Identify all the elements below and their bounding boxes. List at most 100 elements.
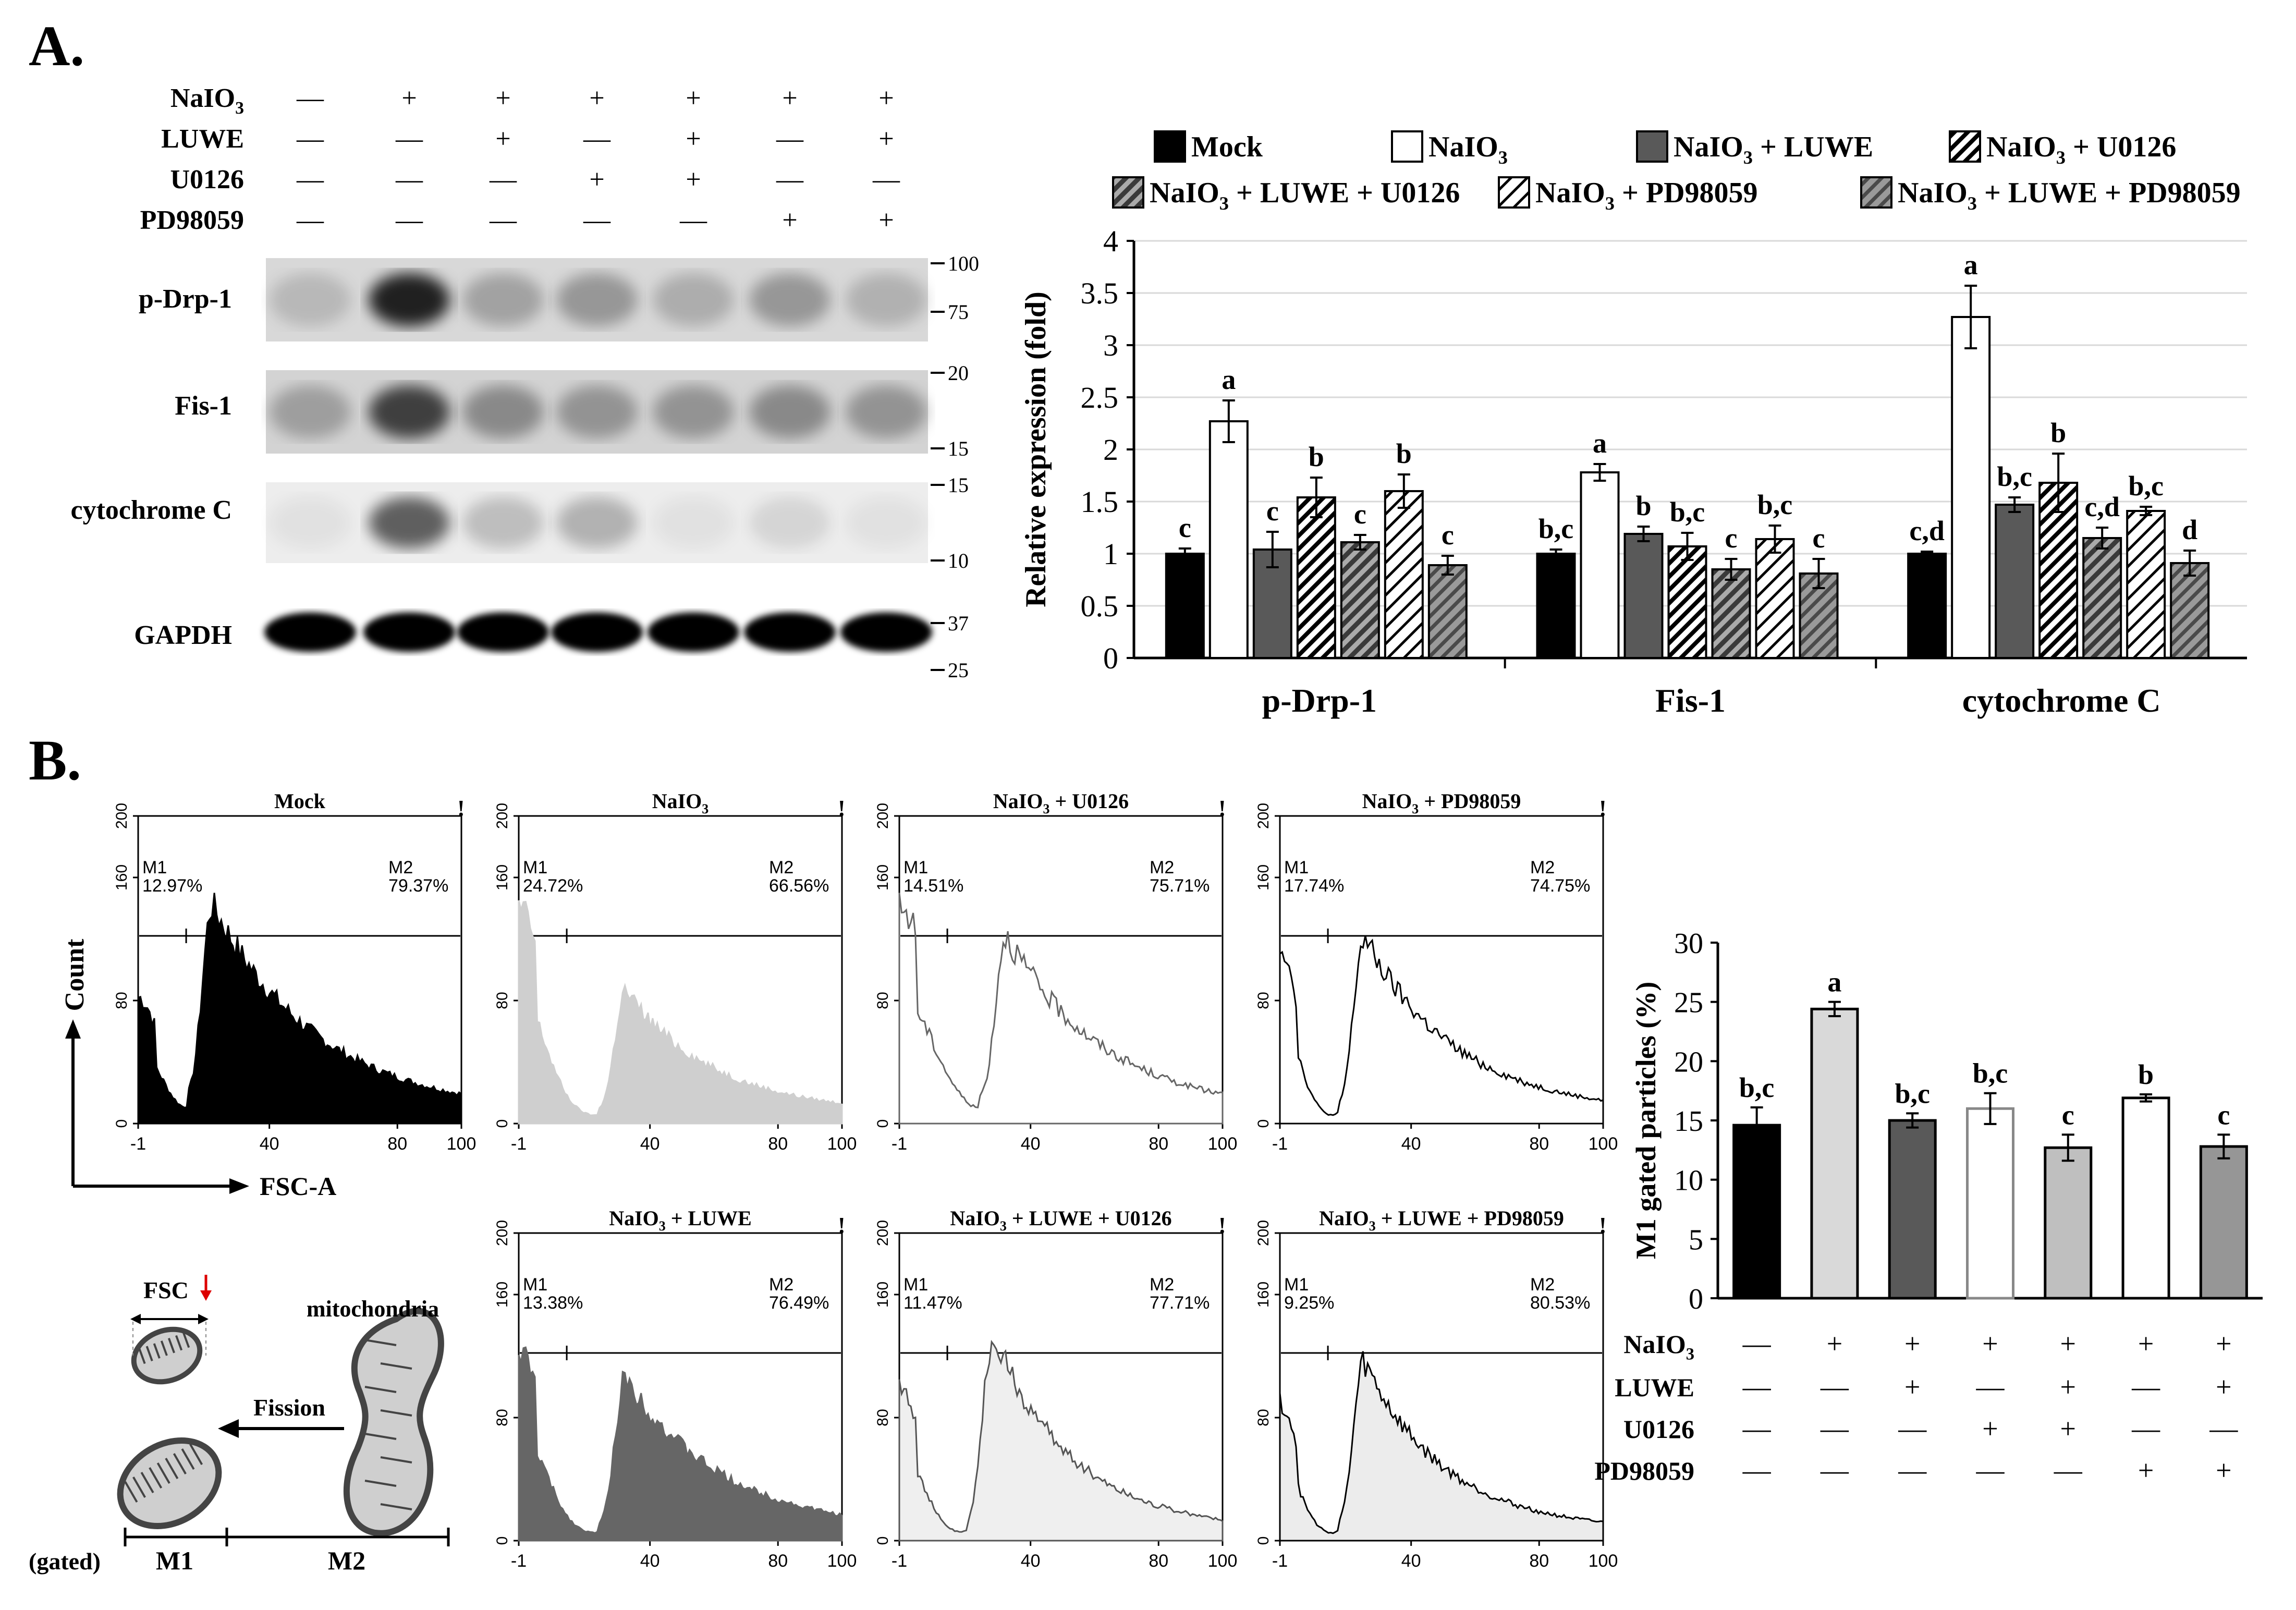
- y-tick-label: 20: [1674, 1046, 1703, 1078]
- histogram-title: Mock: [274, 789, 326, 813]
- hist-x-tick-label: 80: [1529, 1134, 1549, 1154]
- label-base: NaIO: [1674, 131, 1743, 163]
- label-after: + PD98059: [1615, 177, 1758, 209]
- gated-label: (gated): [29, 1548, 101, 1575]
- chart-relative-expression: 0 0.5 1 1.5 2 2.5 3 3.5 4 Relative expression (fo…: [1020, 130, 2247, 719]
- treatment-sign: —: [1898, 1455, 1927, 1486]
- legend-label: NaIO3 + LUWE: [1674, 131, 1873, 168]
- hist-x-tick-label: 40: [260, 1134, 279, 1154]
- significance-letter: b: [1396, 438, 1412, 469]
- y-tick-label: 0.5: [1081, 589, 1119, 623]
- hist-y-tick-label: 200: [1255, 1220, 1272, 1246]
- histogram: NaIO3 + PD98059 ! 0 80 160 200 -1 40 80 100 M117.7…: [1255, 789, 1618, 1154]
- gate-m2-value: 76.49%: [769, 1293, 829, 1313]
- treatment-sign: +: [2060, 1328, 2076, 1359]
- treatment-sign: +: [878, 124, 894, 154]
- treatment-name: PD98059: [1594, 1456, 1694, 1485]
- marker-label: 100: [948, 252, 979, 275]
- treatment-sign: —: [2131, 1413, 2160, 1444]
- x-category-label: p-Drp-1: [1262, 682, 1377, 719]
- label-base: U0126: [1623, 1414, 1694, 1444]
- treatment-sign: +: [589, 83, 604, 113]
- bar: [1755, 538, 1795, 659]
- hist-x-tick-label: 80: [768, 1134, 788, 1154]
- label-subscript: 3: [2056, 147, 2066, 168]
- bar: [1995, 504, 2035, 659]
- crista: [364, 1386, 397, 1393]
- label-base: NaIO: [1535, 177, 1605, 209]
- bar: [1536, 553, 1576, 659]
- histogram-flag: !: [1599, 796, 1607, 821]
- blot-band: [749, 273, 831, 327]
- hist-y-tick-label: 0: [1255, 1119, 1272, 1128]
- treatment-sign: —: [679, 205, 707, 235]
- label-subscript: 3: [1369, 1218, 1376, 1234]
- significance-letter: d: [2182, 514, 2197, 545]
- treatment-sign: —: [1898, 1413, 1927, 1444]
- hist-y-tick-label: 0: [494, 1536, 511, 1545]
- treatment-sign: +: [1904, 1328, 1920, 1359]
- blot-band: [556, 385, 638, 439]
- gate-m1-label: M1: [903, 858, 928, 877]
- label-base: LUWE: [1615, 1373, 1694, 1402]
- significance-letter: c: [2217, 1099, 2230, 1130]
- histogram: NaIO3 + LUWE + PD98059 ! 0 80 160 200 -1 40 80 10…: [1255, 1206, 1618, 1571]
- marker-label: 15: [948, 437, 969, 460]
- bar: [1907, 553, 1947, 659]
- bar: [2082, 537, 2122, 659]
- treatment-sign: —: [296, 83, 324, 113]
- hist-y-tick-label: 160: [874, 1282, 891, 1308]
- hist-x-tick-label: -1: [511, 1134, 527, 1154]
- treatment-sign: —: [1820, 1413, 1849, 1444]
- bar: [1951, 316, 1991, 659]
- blot-band: [363, 612, 455, 652]
- hist-x-tick-label: 80: [1149, 1134, 1168, 1154]
- bar: [1340, 541, 1380, 659]
- blot-band: [556, 496, 638, 549]
- bar: [2044, 1146, 2093, 1300]
- histogram-title: NaIO3 + U0126: [993, 789, 1129, 816]
- significance-letter: b,c: [1895, 1078, 1930, 1109]
- crista: [189, 1444, 203, 1465]
- bar: [1296, 496, 1336, 659]
- gate-m1-value: 14.51%: [903, 876, 963, 896]
- hist-y-tick-label: 80: [874, 992, 891, 1009]
- legend-label: NaIO3: [1428, 131, 1508, 168]
- hist-x-tick-label: 100: [1208, 1134, 1238, 1154]
- treatment-sign: —: [1742, 1413, 1772, 1444]
- gate-m2-value: 80.53%: [1530, 1293, 1590, 1313]
- label-subscript: 3: [1686, 1345, 1694, 1364]
- y-tick-label: 5: [1689, 1224, 1703, 1256]
- x-category-label: Fis-1: [1655, 682, 1726, 719]
- histogram-curve: [137, 893, 462, 1125]
- histogram-curve: [1279, 935, 1604, 1125]
- treatment-name: NaIO3: [1623, 1330, 1694, 1364]
- gate-m2-label: M2: [1150, 858, 1174, 877]
- significance-letter: b,c: [1739, 1072, 1775, 1103]
- treatment-sign: —: [1976, 1455, 2005, 1486]
- histogram-curve: [518, 1346, 843, 1542]
- histogram-title: NaIO3 + LUWE + U0126: [950, 1206, 1171, 1234]
- gate-m2-label: M2: [1150, 1275, 1174, 1295]
- hist-y-tick-label: 160: [1255, 1282, 1272, 1308]
- gate-m2-value: 75.71%: [1150, 876, 1210, 896]
- treatment-sign: +: [878, 205, 894, 235]
- blot-band: [551, 612, 643, 652]
- label-subscript: 3: [1043, 801, 1049, 816]
- significance-letter: c: [1179, 512, 1191, 543]
- hist-x-tick-label: 100: [1589, 1551, 1618, 1571]
- blot-band: [462, 385, 544, 439]
- significance-letter: a: [1593, 428, 1607, 459]
- y-tick-label: 10: [1674, 1165, 1703, 1197]
- blot-band: [369, 496, 450, 549]
- y-tick-label: 3: [1103, 328, 1118, 362]
- y-tick-label: 1: [1103, 537, 1118, 571]
- blot-band: [462, 273, 544, 327]
- crista: [149, 1467, 163, 1489]
- crista: [160, 1340, 168, 1356]
- significance-letter: c: [1266, 495, 1279, 527]
- treatment-sign: +: [2060, 1371, 2076, 1402]
- label-subscript: 3: [1000, 1218, 1007, 1234]
- y-tick-label: 2.5: [1081, 381, 1119, 414]
- significance-letter: b: [1309, 441, 1324, 472]
